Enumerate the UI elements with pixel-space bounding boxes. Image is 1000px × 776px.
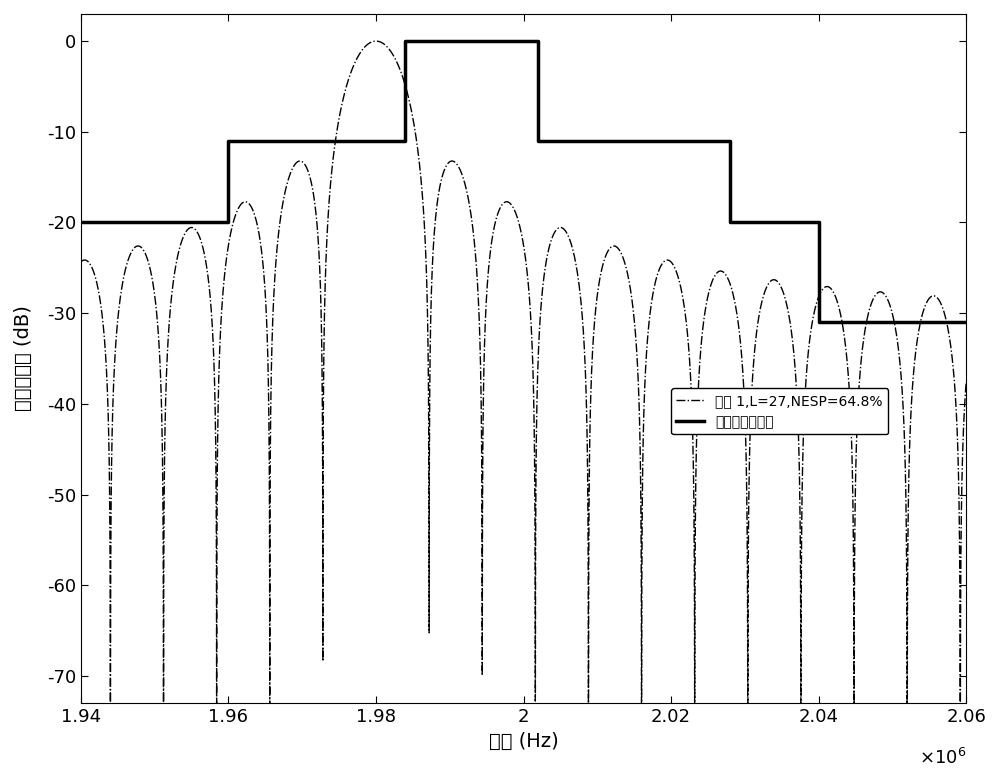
功率谱设计门限 <box>532 36 544 46</box>
波形 1,L=27,NESP=64.8% <box>304 172 316 182</box>
Line: 功率谱设计门限: 功率谱设计门限 <box>81 41 966 322</box>
功率谱设计门限 <box>724 218 736 227</box>
功率谱设计门限 <box>724 137 736 146</box>
功率谱设计门限 <box>399 36 411 46</box>
波形 1,L=27,NESP=64.8% <box>960 377 972 386</box>
Y-axis label: 功率谱密度 (dB): 功率谱密度 (dB) <box>14 306 33 411</box>
功率谱设计门限 <box>222 137 234 146</box>
波形 1,L=27,NESP=64.8% <box>541 253 553 262</box>
功率谱设计门限 <box>813 218 825 227</box>
波形 1,L=27,NESP=64.8% <box>75 258 87 267</box>
功率谱设计门限 <box>399 137 411 146</box>
功率谱设计门限 <box>813 317 825 327</box>
功率谱设计门限 <box>960 317 972 327</box>
波形 1,L=27,NESP=64.8% <box>613 245 625 255</box>
功率谱设计门限 <box>222 218 234 227</box>
功率谱设计门限 <box>222 218 234 227</box>
Legend: 波形 1,L=27,NESP=64.8%, 功率谱设计门限: 波形 1,L=27,NESP=64.8%, 功率谱设计门限 <box>671 388 888 435</box>
波形 1,L=27,NESP=64.8% <box>122 257 134 266</box>
波形 1,L=27,NESP=64.8% <box>528 428 540 438</box>
功率谱设计门限 <box>532 36 544 46</box>
功率谱设计门限 <box>399 137 411 146</box>
功率谱设计门限 <box>532 137 544 146</box>
Line: 波形 1,L=27,NESP=64.8%: 波形 1,L=27,NESP=64.8% <box>81 41 966 749</box>
Text: $\times 10^6$: $\times 10^6$ <box>919 748 966 768</box>
波形 1,L=27,NESP=64.8% <box>370 36 382 46</box>
功率谱设计门限 <box>724 137 736 146</box>
X-axis label: 频率 (Hz): 频率 (Hz) <box>489 732 558 750</box>
功率谱设计门限 <box>75 218 87 227</box>
波形 1,L=27,NESP=64.8% <box>104 744 116 753</box>
波形 1,L=27,NESP=64.8% <box>206 321 218 331</box>
功率谱设计门限 <box>813 218 825 227</box>
